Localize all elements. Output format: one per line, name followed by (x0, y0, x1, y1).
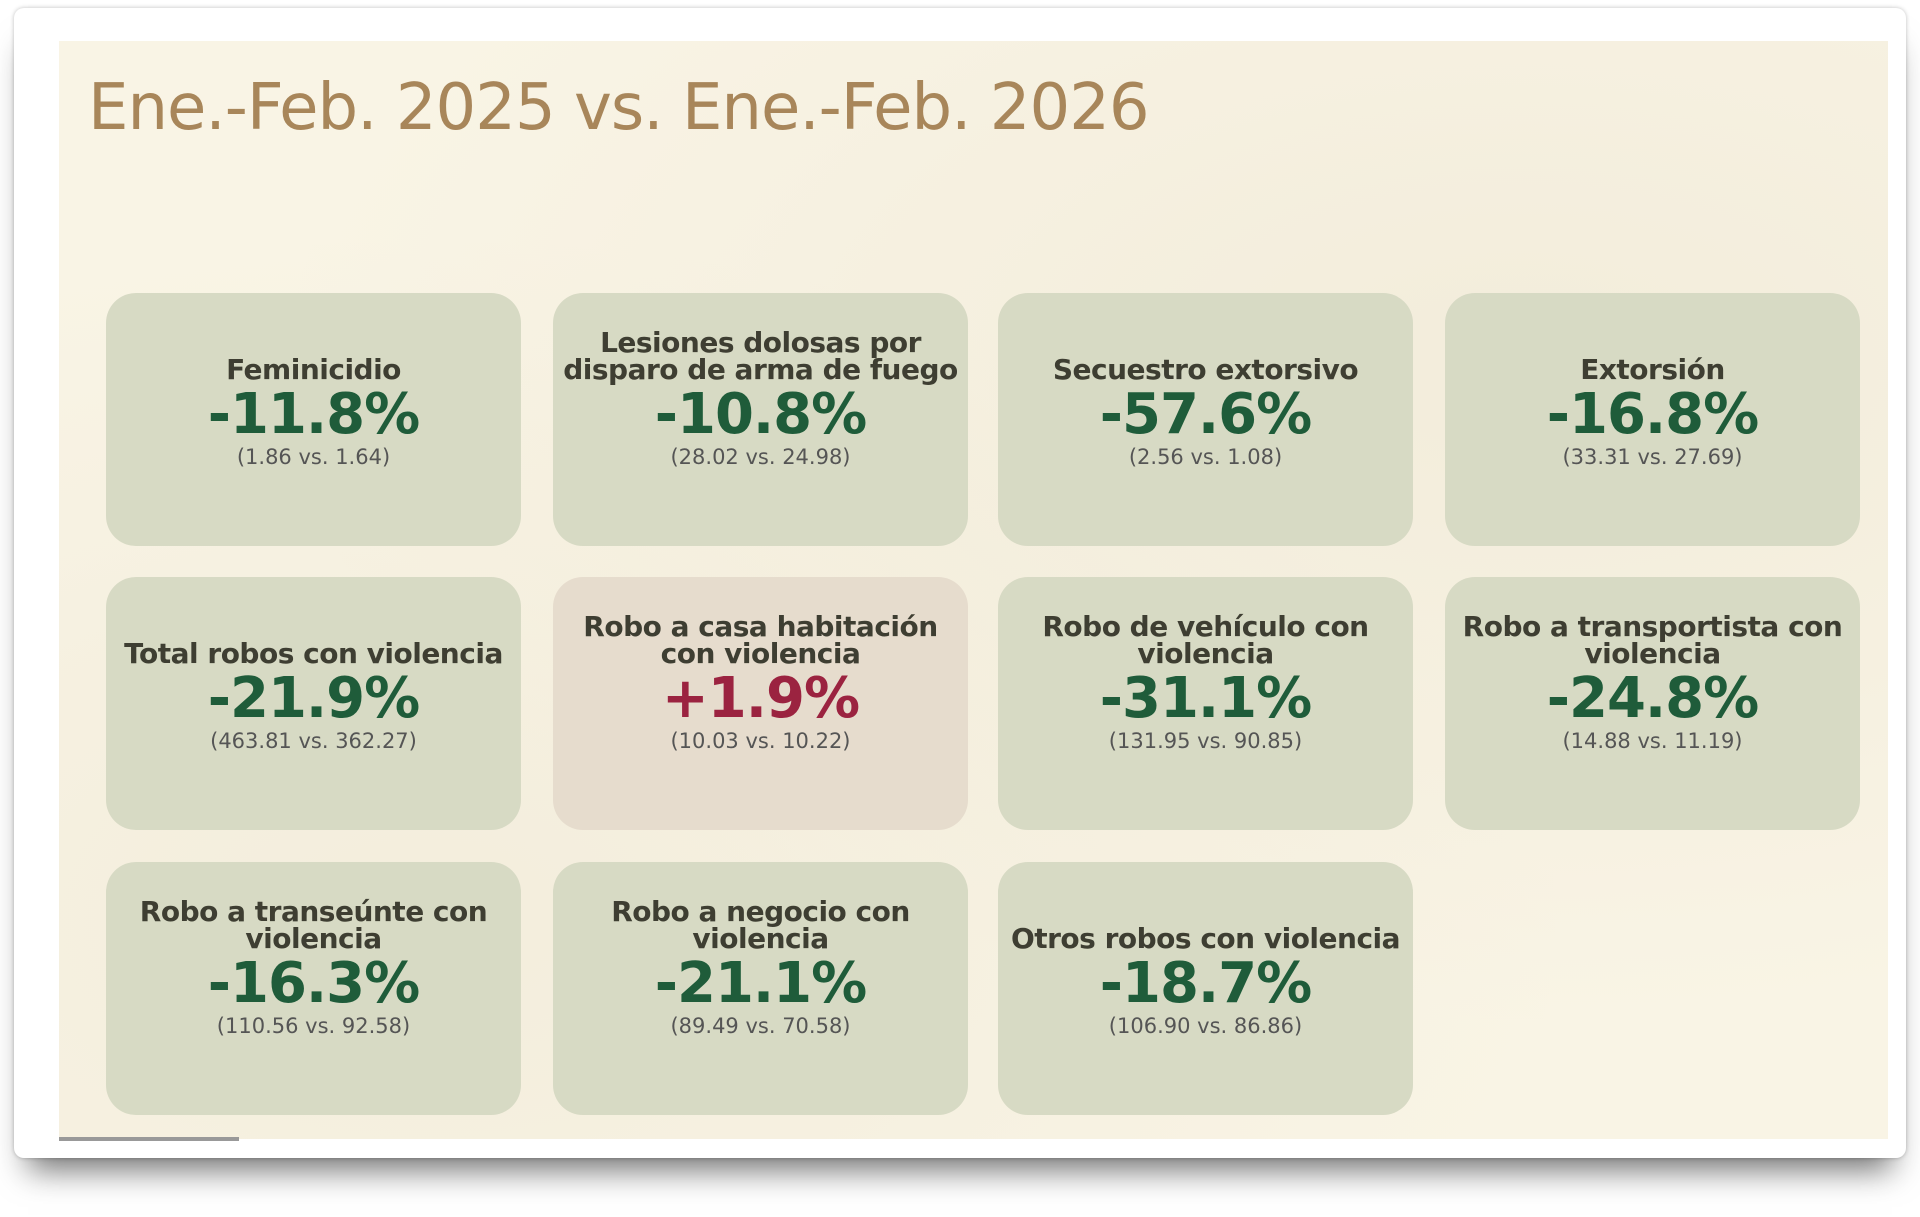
stat-comparison: (14.88 vs. 11.19) (1562, 729, 1743, 753)
stat-comparison: (106.90 vs. 86.86) (1108, 1014, 1303, 1038)
stat-label: Otros robos con violencia (1010, 922, 1401, 955)
stat-change: -10.8% (654, 382, 868, 447)
stat-label: Robo de vehículo con violencia (1042, 610, 1369, 670)
stat-change: -21.9% (207, 666, 421, 731)
footer-bar (59, 1137, 239, 1141)
stat-comparison: (89.49 vs. 70.58) (670, 1014, 851, 1038)
stat-card: Secuestro extorsivo -57.6% (2.56 vs. 1.08) (998, 293, 1413, 546)
stat-comparison: (33.31 vs. 27.69) (1562, 445, 1743, 469)
stat-card: Total robos con violencia -21.9% (463.81 v… (106, 577, 521, 830)
stat-change: -11.8% (207, 382, 421, 447)
stat-label: Total robos con violencia (124, 637, 503, 670)
stat-change: -16.8% (1546, 382, 1760, 447)
stat-comparison: (110.56 vs. 92.58) (216, 1014, 411, 1038)
stat-change: -16.3% (207, 951, 421, 1016)
stat-card: Feminicidio -11.8% (1.86 vs. 1.64) (106, 293, 521, 546)
stat-comparison: (10.03 vs. 10.22) (670, 729, 851, 753)
stat-comparison: (28.02 vs. 24.98) (670, 445, 851, 469)
stat-change: -21.1% (654, 951, 868, 1016)
slide: Ene.-Feb. 2025 vs. Ene.-Feb. 2026 Femini… (59, 41, 1888, 1141)
stat-card: Lesiones dolosas por disparo de arma de … (553, 293, 968, 546)
stat-card: Extorsión -16.8% (33.31 vs. 27.69) (1445, 293, 1860, 546)
stat-change: +1.9% (661, 666, 860, 731)
stat-comparison: (2.56 vs. 1.08) (1128, 445, 1283, 469)
stat-change: -31.1% (1099, 666, 1313, 731)
stat-card: Robo de vehículo con violencia -31.1% (131… (998, 577, 1413, 830)
stat-label: Robo a transportista con violencia (1462, 610, 1843, 670)
slide-title: Ene.-Feb. 2025 vs. Ene.-Feb. 2026 (88, 71, 1150, 145)
stat-label: Secuestro extorsivo (1052, 353, 1359, 386)
stat-card: Otros robos con violencia -18.7% (106.90 v… (998, 862, 1413, 1115)
stat-label: Robo a negocio con violencia (611, 895, 910, 955)
stat-change: -18.7% (1099, 951, 1313, 1016)
stat-label: Extorsión (1580, 353, 1725, 386)
stat-label: Lesiones dolosas por disparo de arma de … (563, 326, 958, 386)
stat-label: Robo a transeúnte con violencia (139, 895, 488, 955)
stat-label: Feminicidio (226, 353, 401, 386)
stat-comparison: (131.95 vs. 90.85) (1108, 729, 1303, 753)
stat-card: Robo a transportista con violencia -24.8%… (1445, 577, 1860, 830)
stat-change: -24.8% (1546, 666, 1760, 731)
stat-card: Robo a negocio con violencia -21.1% (89.49… (553, 862, 968, 1115)
stat-card: Robo a transeúnte con violencia -16.3% (11… (106, 862, 521, 1115)
stat-change: -57.6% (1099, 382, 1313, 447)
stat-comparison: (463.81 vs. 362.27) (210, 729, 417, 753)
stat-label: Robo a casa habitación con violencia (583, 610, 938, 670)
screenshot-frame: Ene.-Feb. 2025 vs. Ene.-Feb. 2026 Femini… (14, 8, 1906, 1158)
stat-comparison: (1.86 vs. 1.64) (236, 445, 391, 469)
stat-card: Robo a casa habitación con violencia +1.9… (553, 577, 968, 830)
